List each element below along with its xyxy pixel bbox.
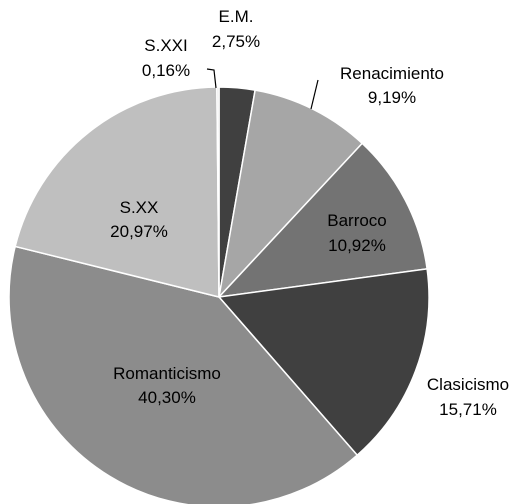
slice-label-romanticismo: Romanticismo — [113, 364, 221, 383]
slice-clasicismo — [217, 268, 430, 457]
slice-barroco — [217, 142, 428, 299]
slice-value-barroco: 10,92% — [328, 236, 386, 255]
slice-romanticismo — [8, 245, 359, 504]
slice-value-clasicismo: 15,71% — [439, 400, 497, 419]
slice-value-s-xxi: 0,16% — [142, 61, 190, 80]
slice-labels: E.M. 2,75% Renacimiento 9,19% Barroco 10,92% C… — [110, 7, 509, 419]
slice-label-s-xx: S.XX — [120, 198, 159, 217]
slice-label-e-m: E.M. — [219, 7, 254, 26]
leader-line-s-xxi — [206, 68, 217, 89]
slice-value-s-xx: 20,97% — [110, 222, 168, 241]
slice-label-barroco: Barroco — [327, 211, 387, 230]
leader-lines — [206, 68, 319, 110]
slice-value-romanticismo: 40,30% — [138, 388, 196, 407]
slice-label-renacimiento: Renacimiento — [340, 64, 444, 83]
slice-value-renacimiento: 9,19% — [368, 88, 416, 107]
slice-label-clasicismo: Clasicismo — [427, 375, 509, 394]
slice-s-xx — [14, 86, 220, 298]
pie-slices — [8, 86, 430, 504]
slice-renacimiento — [217, 89, 364, 300]
leader-line-renacimiento — [310, 79, 319, 110]
slice-value-e-m: 2,75% — [212, 32, 260, 51]
slice-s-xxi — [216, 86, 220, 298]
slice-label-s-xxi: S.XXI — [144, 36, 187, 55]
